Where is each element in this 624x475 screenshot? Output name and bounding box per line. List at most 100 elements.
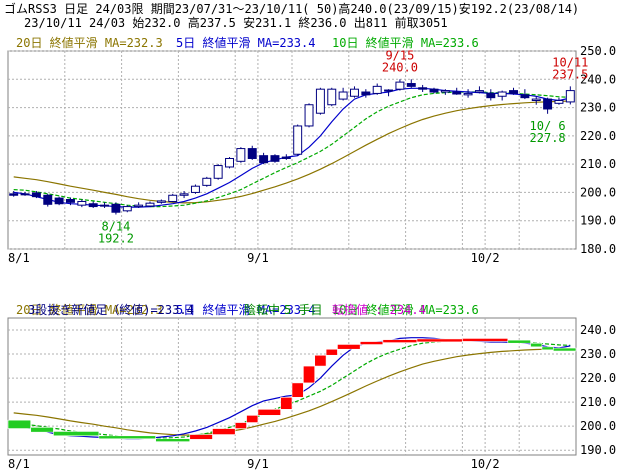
- break-block-down: [30, 427, 54, 433]
- break-block-down: [541, 346, 554, 351]
- info-switch: 転換値 : 234.4: [332, 302, 426, 317]
- legend-ma10: 10日 終値平滑 MA=233.6: [332, 35, 479, 50]
- y-tick-label: 250.0: [580, 44, 616, 58]
- candle-down: [543, 98, 553, 110]
- break-block-up: [303, 365, 316, 384]
- annotation-date: 10/11: [552, 55, 588, 69]
- candle-up: [440, 90, 450, 93]
- info-label: 3段抜き新値足（終値)=233.4: [28, 302, 194, 317]
- y-tick-label: 220.0: [580, 371, 616, 385]
- break-block-up: [291, 382, 304, 398]
- x-tick-label: 10/2: [471, 251, 500, 265]
- candle-up: [395, 81, 405, 90]
- annotation-date: 10/ 6: [530, 119, 566, 133]
- candle-down: [270, 155, 280, 162]
- ma10-line: [13, 91, 571, 208]
- header-line-2: 23/10/11 24/03 始232.0 高237.5 安231.1 終236…: [24, 15, 448, 30]
- y-tick-label: 200.0: [580, 185, 616, 199]
- x-tick-label: 8/1: [8, 251, 30, 265]
- x-tick-label: 8/1: [8, 457, 30, 471]
- candle-down: [31, 192, 41, 198]
- y-tick-label: 220.0: [580, 129, 616, 143]
- candle-up: [372, 85, 382, 94]
- candle-down: [520, 94, 530, 99]
- annotation-value: 227.8: [530, 131, 566, 145]
- candle-down: [54, 197, 64, 205]
- candle-down: [361, 91, 371, 96]
- annotation-date: 9/15: [385, 48, 414, 62]
- candle-up: [213, 165, 223, 179]
- break-block-down: [530, 342, 543, 348]
- legend-ma20: 20日 終値平滑 MA=232.3: [16, 35, 163, 50]
- break-block-down: [98, 435, 156, 440]
- annotation-value: 240.0: [382, 60, 418, 74]
- break-block-down: [7, 419, 32, 429]
- break-block-up: [359, 341, 384, 345]
- candle-up: [338, 91, 348, 100]
- y-tick-label: 210.0: [580, 157, 616, 171]
- candle-up: [77, 200, 87, 206]
- candle-up: [122, 206, 132, 212]
- candle-up: [168, 194, 178, 202]
- break-block-up: [280, 397, 293, 410]
- candle-down: [452, 91, 462, 95]
- candle-up: [145, 202, 155, 207]
- y-tick-label: 240.0: [580, 323, 616, 337]
- candle-up: [190, 185, 200, 193]
- candle-up: [350, 88, 359, 97]
- break-block-up: [325, 348, 338, 356]
- candle-down: [486, 92, 496, 99]
- candle-up: [565, 90, 575, 103]
- y-tick-label: 190.0: [580, 443, 616, 457]
- candle-up: [236, 148, 246, 162]
- candle-down: [9, 193, 19, 196]
- candle-down: [281, 156, 291, 159]
- header-line-1: ゴムRSS3 日足 24/03限 期間23/07/31～23/10/11( 50…: [4, 1, 579, 16]
- break-block-up: [337, 344, 361, 350]
- y-tick-label: 200.0: [580, 419, 616, 433]
- candle-down: [406, 83, 416, 87]
- break-block-up: [382, 339, 418, 343]
- candle-up: [531, 98, 541, 102]
- y-tick-label: 230.0: [580, 347, 616, 361]
- y-tick-label: 230.0: [580, 101, 616, 115]
- candle-down: [20, 193, 30, 196]
- candle-up: [304, 104, 314, 127]
- candle-up: [327, 88, 337, 106]
- x-tick-label: 10/2: [471, 457, 500, 471]
- candlestick-panel: 250.0 240.0 230.0 220.0 210.0 200.0 190.0 180.0…: [7, 35, 616, 265]
- break-block-up: [462, 338, 509, 342]
- candle-up: [156, 200, 166, 203]
- candle-up: [293, 125, 303, 155]
- candle-up: [179, 193, 189, 196]
- candle-up: [554, 100, 564, 104]
- candle-up: [384, 89, 394, 92]
- annotation-value: 237.5: [552, 67, 588, 81]
- candle-up: [474, 90, 484, 93]
- y-tick-label: 180.0: [580, 242, 616, 256]
- x-tick-label: 9/1: [247, 457, 269, 471]
- three-line-break-panel: 240.0 230.0 220.0 210.0 200.0 190.0 8/1 9/1 10/2…: [7, 302, 616, 471]
- candle-down: [259, 155, 269, 164]
- candle-up: [315, 88, 325, 114]
- break-block-up: [234, 422, 247, 429]
- candle-down: [43, 194, 53, 205]
- break-block-up: [212, 428, 236, 435]
- candle-down: [88, 203, 98, 208]
- break-block-up: [314, 354, 327, 367]
- candle-down: [509, 90, 518, 94]
- y-tick-label: 190.0: [580, 214, 616, 228]
- legend-ma20: 20日 終値平滑 MA=232.3: [16, 302, 163, 317]
- annotation-value: 192.2: [98, 231, 134, 245]
- legend-ma10: 10日 終値平滑 MA=233.6: [332, 302, 479, 317]
- candle-down: [418, 87, 428, 90]
- candle-up: [225, 157, 234, 168]
- candle-down: [66, 199, 75, 203]
- break-block-down: [552, 347, 577, 352]
- chart-header: ゴムRSS3 日足 24/03限 期間23/07/31～23/10/11( 50…: [4, 1, 579, 30]
- break-block-up: [189, 434, 213, 440]
- break-block-up: [257, 409, 281, 416]
- candle-up: [202, 177, 212, 186]
- y-tick-label: 210.0: [580, 395, 616, 409]
